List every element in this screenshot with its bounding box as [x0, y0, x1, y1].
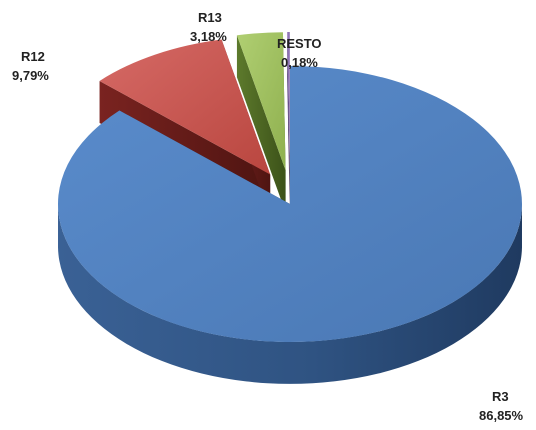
pie-slice-resto: [287, 32, 290, 213]
pie-slice-r3: [57, 66, 522, 384]
slice-side-r3: [58, 205, 522, 384]
slice-wall-r13-start: [236, 35, 286, 213]
slice-wall-resto-start: [287, 32, 290, 213]
slice-label-r12-name: R12: [21, 49, 45, 64]
slice-label-resto-value: 0,18%: [281, 55, 318, 70]
slice-label-resto-name: RESTO: [277, 36, 322, 51]
pie-slice-r13: [236, 32, 286, 213]
slice-label-r3-name: R3: [492, 389, 509, 404]
slice-label-r3-value: 86,85%: [479, 408, 524, 423]
slice-label-r13-name: R13: [198, 10, 222, 25]
pie-labels: R3 86,85% R12 9,79% R13 3,18% RESTO 0,18…: [12, 10, 524, 423]
slice-top-r3: [57, 66, 522, 342]
pie-slices: [57, 32, 522, 384]
slice-top-resto: [287, 32, 290, 170]
slice-label-r12-value: 9,79%: [12, 68, 49, 83]
slice-top-r13: [236, 32, 286, 171]
slice-label-r13-value: 3,18%: [190, 29, 227, 44]
slice-top-r12: [99, 39, 271, 175]
